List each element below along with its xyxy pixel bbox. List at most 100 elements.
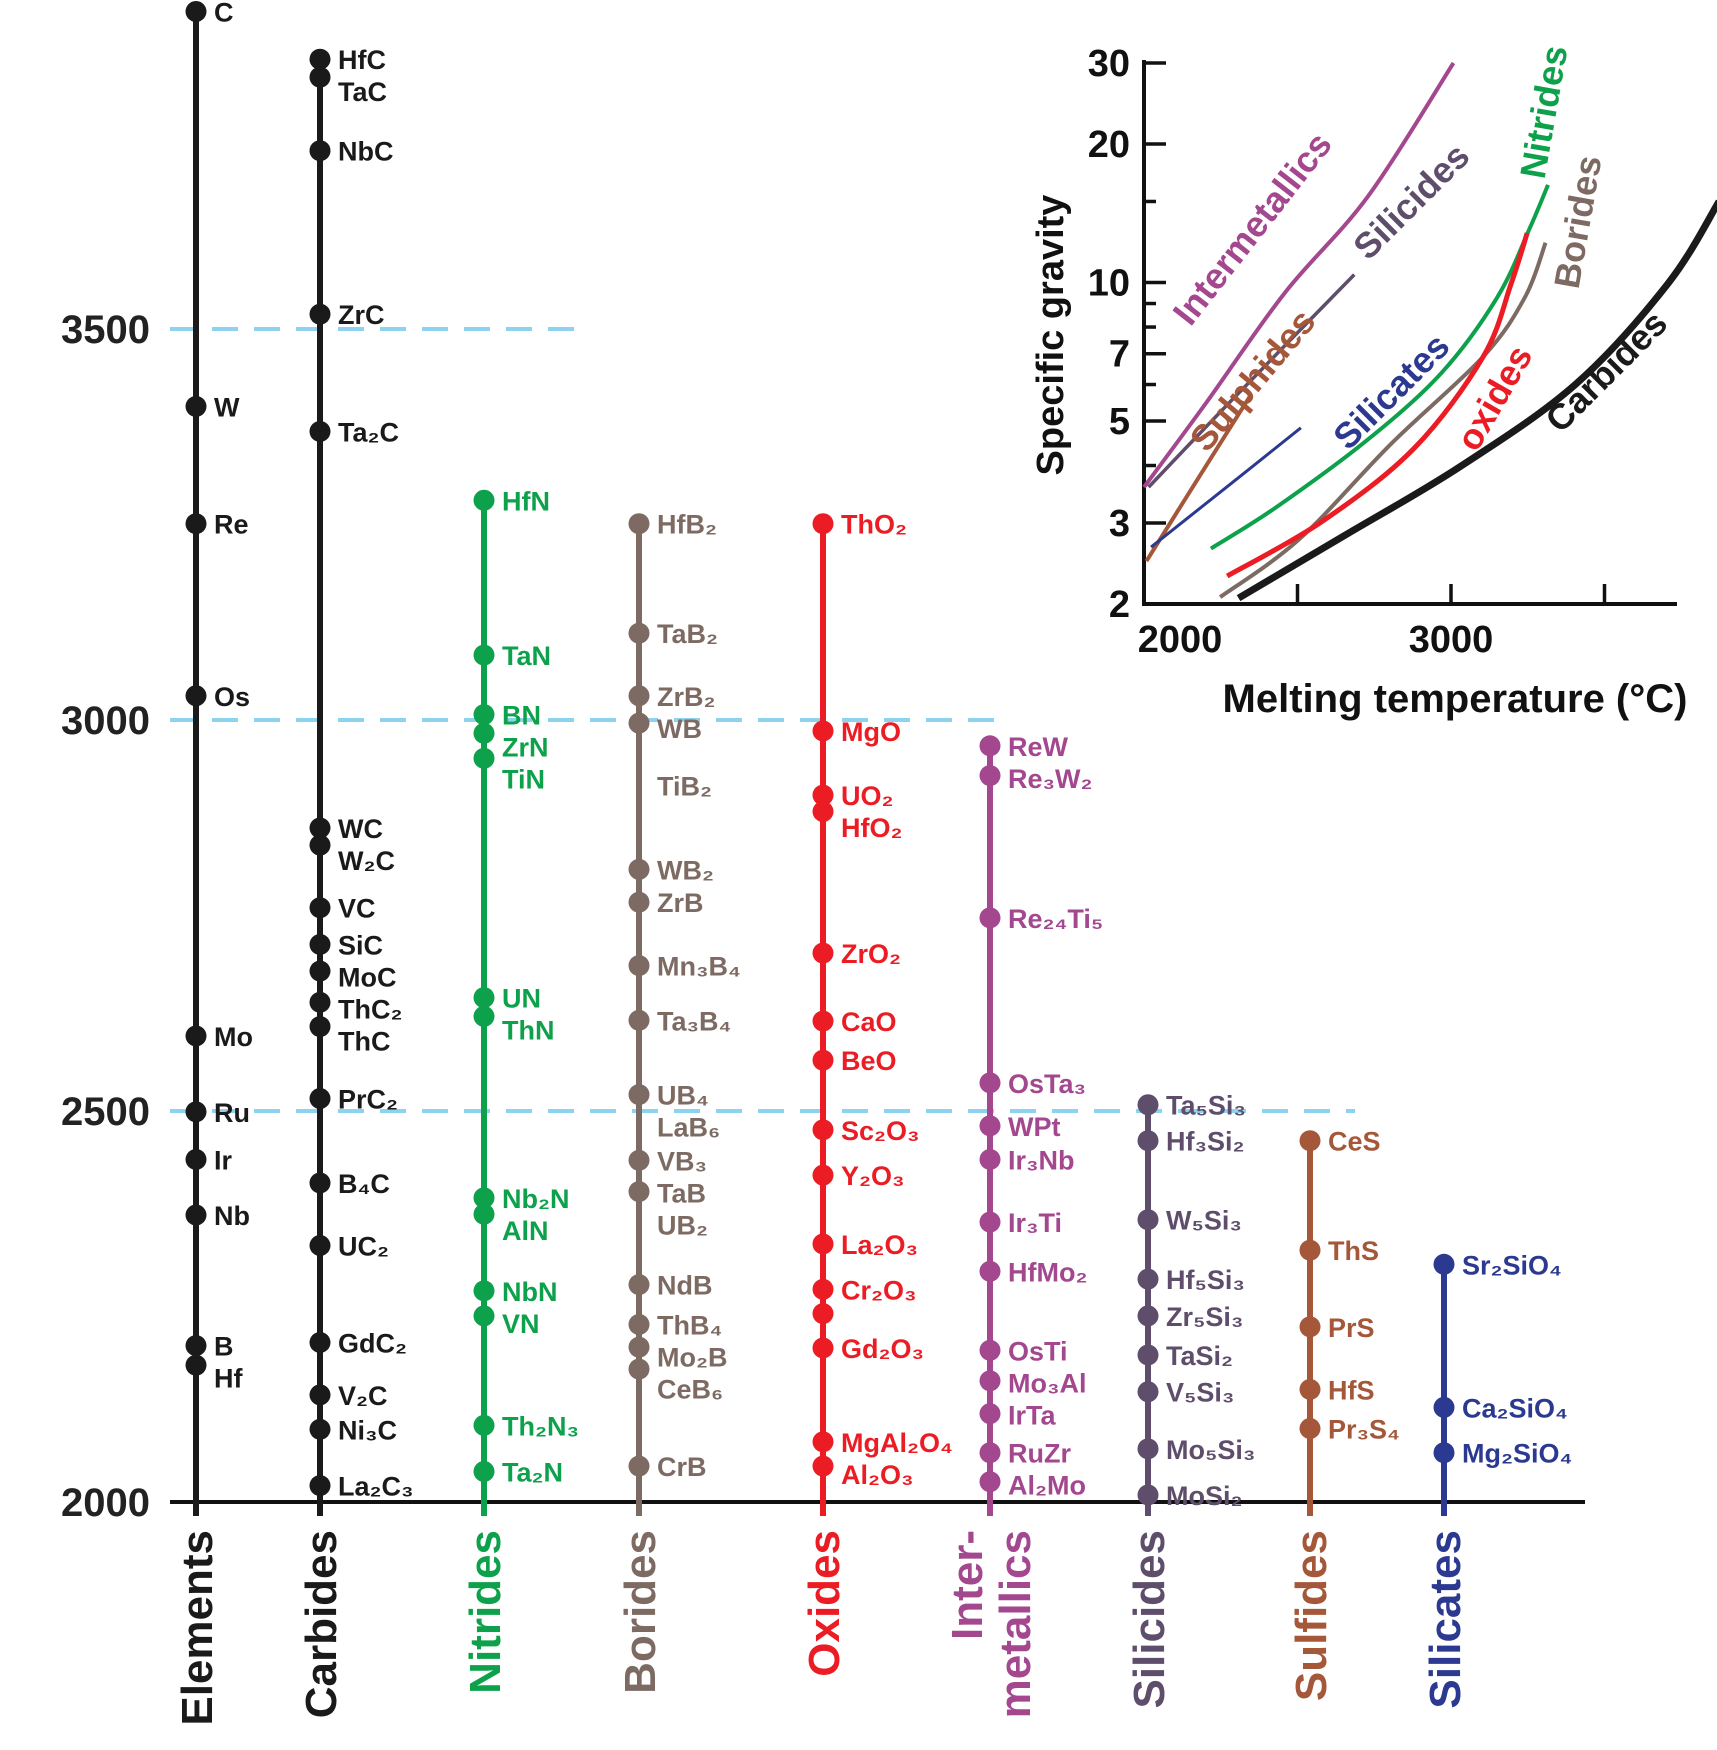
data-point — [812, 1278, 834, 1300]
point-label: Mn₃B₄ — [657, 952, 741, 982]
data-point — [628, 1009, 650, 1031]
data-point — [1433, 1253, 1455, 1275]
y-tick-label: 3 — [1109, 503, 1130, 545]
data-point — [1299, 1130, 1321, 1152]
point-label: NbC — [338, 137, 394, 167]
series-line-silicates — [1150, 426, 1302, 549]
data-point — [185, 1025, 207, 1047]
data-point — [812, 1049, 834, 1071]
point-label: VB₃ — [657, 1146, 707, 1176]
data-point — [812, 720, 834, 742]
data-point — [185, 1101, 207, 1123]
data-point — [628, 1084, 650, 1106]
data-point — [309, 960, 331, 982]
data-point — [309, 1172, 331, 1194]
series-line-nitrides — [1209, 184, 1550, 551]
point-label: Ni₃C — [338, 1415, 397, 1445]
point-label: ThO₂ — [841, 510, 907, 540]
point-label: Re₂₄Ti₅ — [1008, 904, 1103, 934]
series-line-silicides — [1147, 273, 1356, 489]
data-point — [812, 1431, 834, 1453]
data-point — [309, 420, 331, 442]
point-label: ThB₄ — [657, 1310, 722, 1340]
point-label: ZrN — [502, 733, 549, 763]
category-label: Silicides — [1125, 1530, 1174, 1709]
data-point — [473, 704, 495, 726]
point-label: HfN — [502, 486, 550, 516]
data-point — [309, 1475, 331, 1497]
data-point — [979, 1442, 1001, 1464]
point-label: Mo₃Al — [1008, 1368, 1086, 1398]
point-label: Mo₅Si₃ — [1166, 1435, 1255, 1465]
x-tick-label: 3000 — [1409, 619, 1494, 661]
data-point — [979, 1370, 1001, 1392]
data-point — [979, 1211, 1001, 1233]
data-point — [473, 489, 495, 511]
point-label: ZrB — [657, 888, 704, 918]
data-point — [309, 817, 331, 839]
point-label: WB — [657, 714, 702, 744]
y-tick-label: 2000 — [61, 1481, 150, 1525]
point-label: MoC — [338, 962, 396, 992]
point-label: UB₄ — [657, 1081, 709, 1111]
data-point — [628, 712, 650, 734]
point-label: Sc₂O₃ — [841, 1116, 920, 1146]
point-label: Ta₂C — [338, 417, 399, 447]
data-point — [473, 1187, 495, 1209]
data-point — [473, 1280, 495, 1302]
point-label: ThC₂ — [338, 994, 402, 1024]
data-point — [628, 1313, 650, 1335]
point-label: VC — [338, 894, 376, 924]
data-point — [812, 513, 834, 535]
point-label: OsTa₃ — [1008, 1069, 1086, 1099]
data-point — [1433, 1396, 1455, 1418]
category-label: Nitrides — [461, 1530, 510, 1694]
point-label: PrS — [1328, 1313, 1375, 1343]
point-label: OsTi — [1008, 1336, 1068, 1366]
data-point — [628, 891, 650, 913]
point-label: HfB₂ — [657, 510, 717, 540]
point-label: Ir₃Ti — [1008, 1208, 1062, 1238]
series-line-oxides — [1225, 232, 1530, 579]
series-label: Silicates — [1325, 325, 1457, 457]
point-label: Nb — [214, 1201, 250, 1231]
point-label: ThS — [1328, 1236, 1379, 1266]
y-tick-label: 2500 — [61, 1090, 150, 1134]
data-point — [1137, 1130, 1159, 1152]
data-point — [473, 1203, 495, 1225]
point-label: V₅Si₃ — [1166, 1378, 1234, 1408]
data-point — [185, 1335, 207, 1357]
point-label: BeO — [841, 1046, 897, 1076]
category-label: metallics — [991, 1530, 1040, 1718]
y-tick-label: 3000 — [61, 699, 150, 743]
point-label: Mo₂B — [657, 1342, 727, 1372]
point-label: TiB₂ — [657, 772, 712, 802]
data-point — [812, 1010, 834, 1032]
data-point — [309, 834, 331, 856]
series-label: Borides — [1546, 152, 1610, 291]
point-label: B₄C — [338, 1169, 390, 1199]
point-label: B — [214, 1332, 234, 1362]
data-point — [1137, 1381, 1159, 1403]
point-label: La₂O₃ — [841, 1230, 918, 1260]
point-label: ZrC — [338, 300, 385, 330]
category-label: Borides — [616, 1530, 665, 1694]
data-point — [473, 644, 495, 666]
data-point — [1137, 1438, 1159, 1460]
data-point — [309, 1087, 331, 1109]
point-label: HfO₂ — [841, 813, 903, 843]
point-label: Sr₂SiO₄ — [1462, 1250, 1562, 1280]
point-label: Hf₅Si₃ — [1166, 1265, 1245, 1295]
point-label: Ca₂SiO₄ — [1462, 1393, 1568, 1423]
data-point — [473, 1305, 495, 1327]
point-label: Hf — [214, 1364, 243, 1394]
y-tick-label: 5 — [1109, 401, 1130, 443]
point-label: TaC — [338, 77, 387, 107]
x-axis-title: Melting temperature (°C) — [1223, 677, 1688, 721]
data-point — [628, 1274, 650, 1296]
series-label: Carbides — [1537, 302, 1675, 440]
point-label: Al₂Mo — [1008, 1471, 1086, 1501]
y-tick-label: 7 — [1109, 334, 1130, 376]
point-label: WB₂ — [657, 855, 714, 885]
point-label: AlN — [502, 1216, 549, 1246]
